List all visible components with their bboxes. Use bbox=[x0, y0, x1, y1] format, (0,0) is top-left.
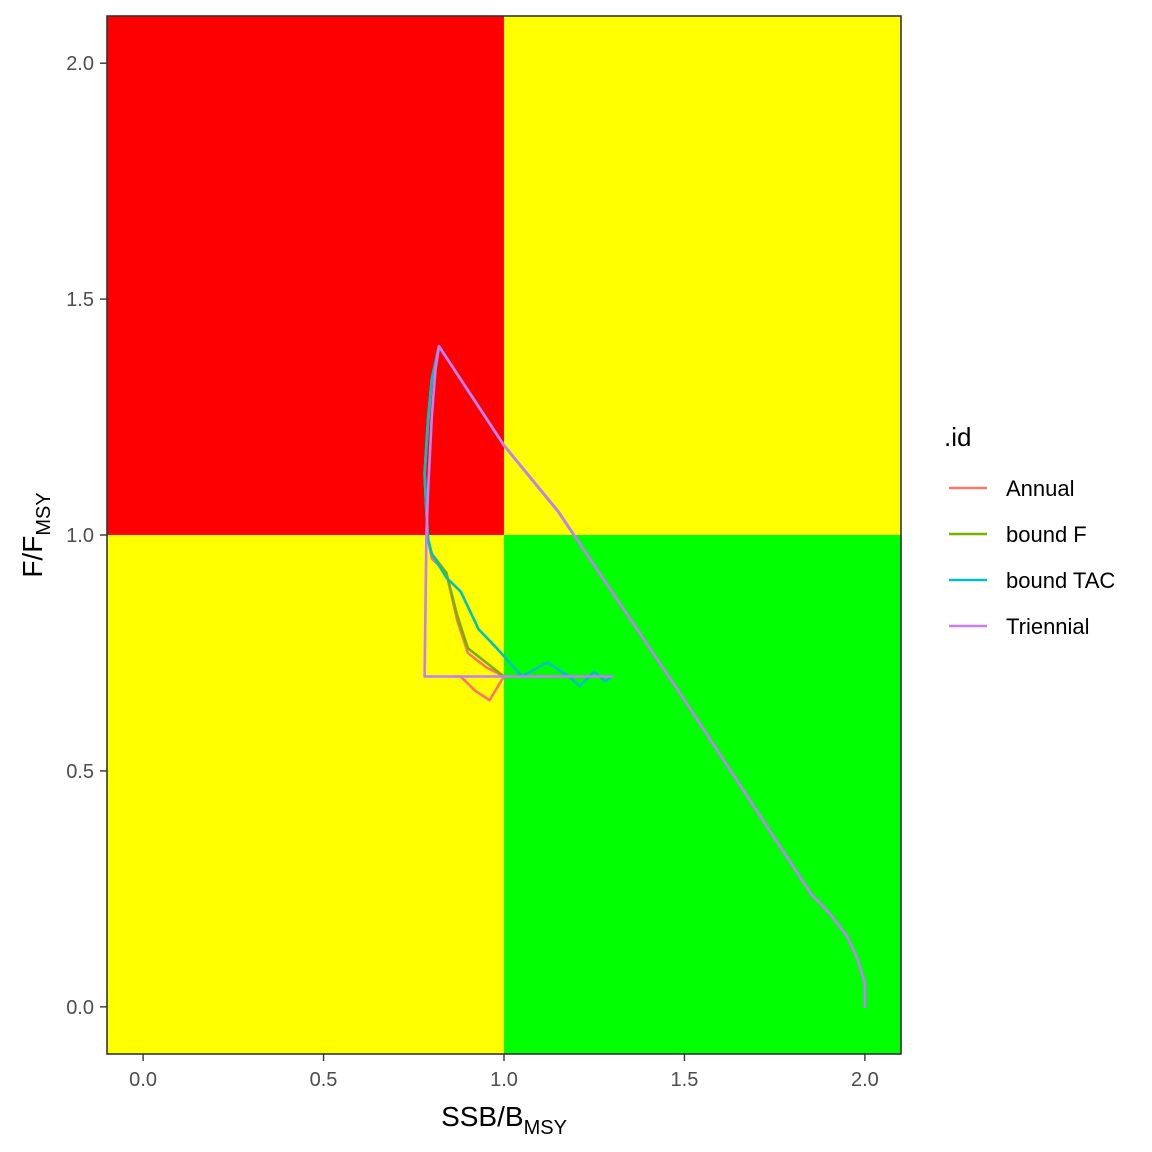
y-tick-label: 1.0 bbox=[66, 525, 94, 547]
legend: .id Annual bound F bound TAC Triennial bbox=[944, 422, 1115, 639]
series-lines bbox=[423, 344, 867, 1009]
x-axis: 0.0 0.5 1.0 1.5 2.0 bbox=[129, 1054, 879, 1091]
series-line-triennial bbox=[423, 344, 867, 1009]
legend-title: .id bbox=[944, 422, 971, 452]
y-tick-label: 0.0 bbox=[66, 997, 94, 1019]
zone-healthy-underfishing bbox=[504, 535, 901, 1054]
x-tick-label: 2.0 bbox=[851, 1069, 879, 1091]
legend-label-annual: Annual bbox=[1006, 476, 1075, 501]
x-tick-label: 1.0 bbox=[490, 1069, 518, 1091]
y-axis-title-sub: MSY bbox=[33, 492, 55, 535]
y-axis-title-main: F/F bbox=[17, 536, 48, 578]
y-tick-label: 1.5 bbox=[66, 289, 94, 311]
y-axis-title: F/FMSY bbox=[17, 492, 55, 577]
zone-healthy-overfishing bbox=[504, 16, 901, 535]
y-tick-label: 0.5 bbox=[66, 761, 94, 783]
zone-overfished-overfishing bbox=[107, 16, 504, 535]
x-tick-label: 0.5 bbox=[310, 1069, 338, 1091]
legend-label-triennial: Triennial bbox=[1006, 614, 1090, 639]
x-axis-title-main: SSB/B bbox=[441, 1101, 523, 1132]
x-axis-title: SSB/BMSY bbox=[441, 1101, 567, 1139]
background-zones bbox=[107, 16, 901, 1054]
x-tick-label: 1.5 bbox=[671, 1069, 699, 1091]
x-tick-label: 0.0 bbox=[129, 1069, 157, 1091]
y-tick-label: 2.0 bbox=[66, 53, 94, 75]
zone-overfished-underfishing bbox=[107, 535, 504, 1054]
y-axis: 0.0 0.5 1.0 1.5 2.0 bbox=[66, 53, 107, 1019]
legend-label-bound-tac: bound TAC bbox=[1006, 568, 1115, 593]
x-axis-title-sub: MSY bbox=[524, 1117, 567, 1139]
legend-items: Annual bound F bound TAC Triennial bbox=[949, 476, 1115, 639]
legend-label-bound-f: bound F bbox=[1006, 522, 1087, 547]
